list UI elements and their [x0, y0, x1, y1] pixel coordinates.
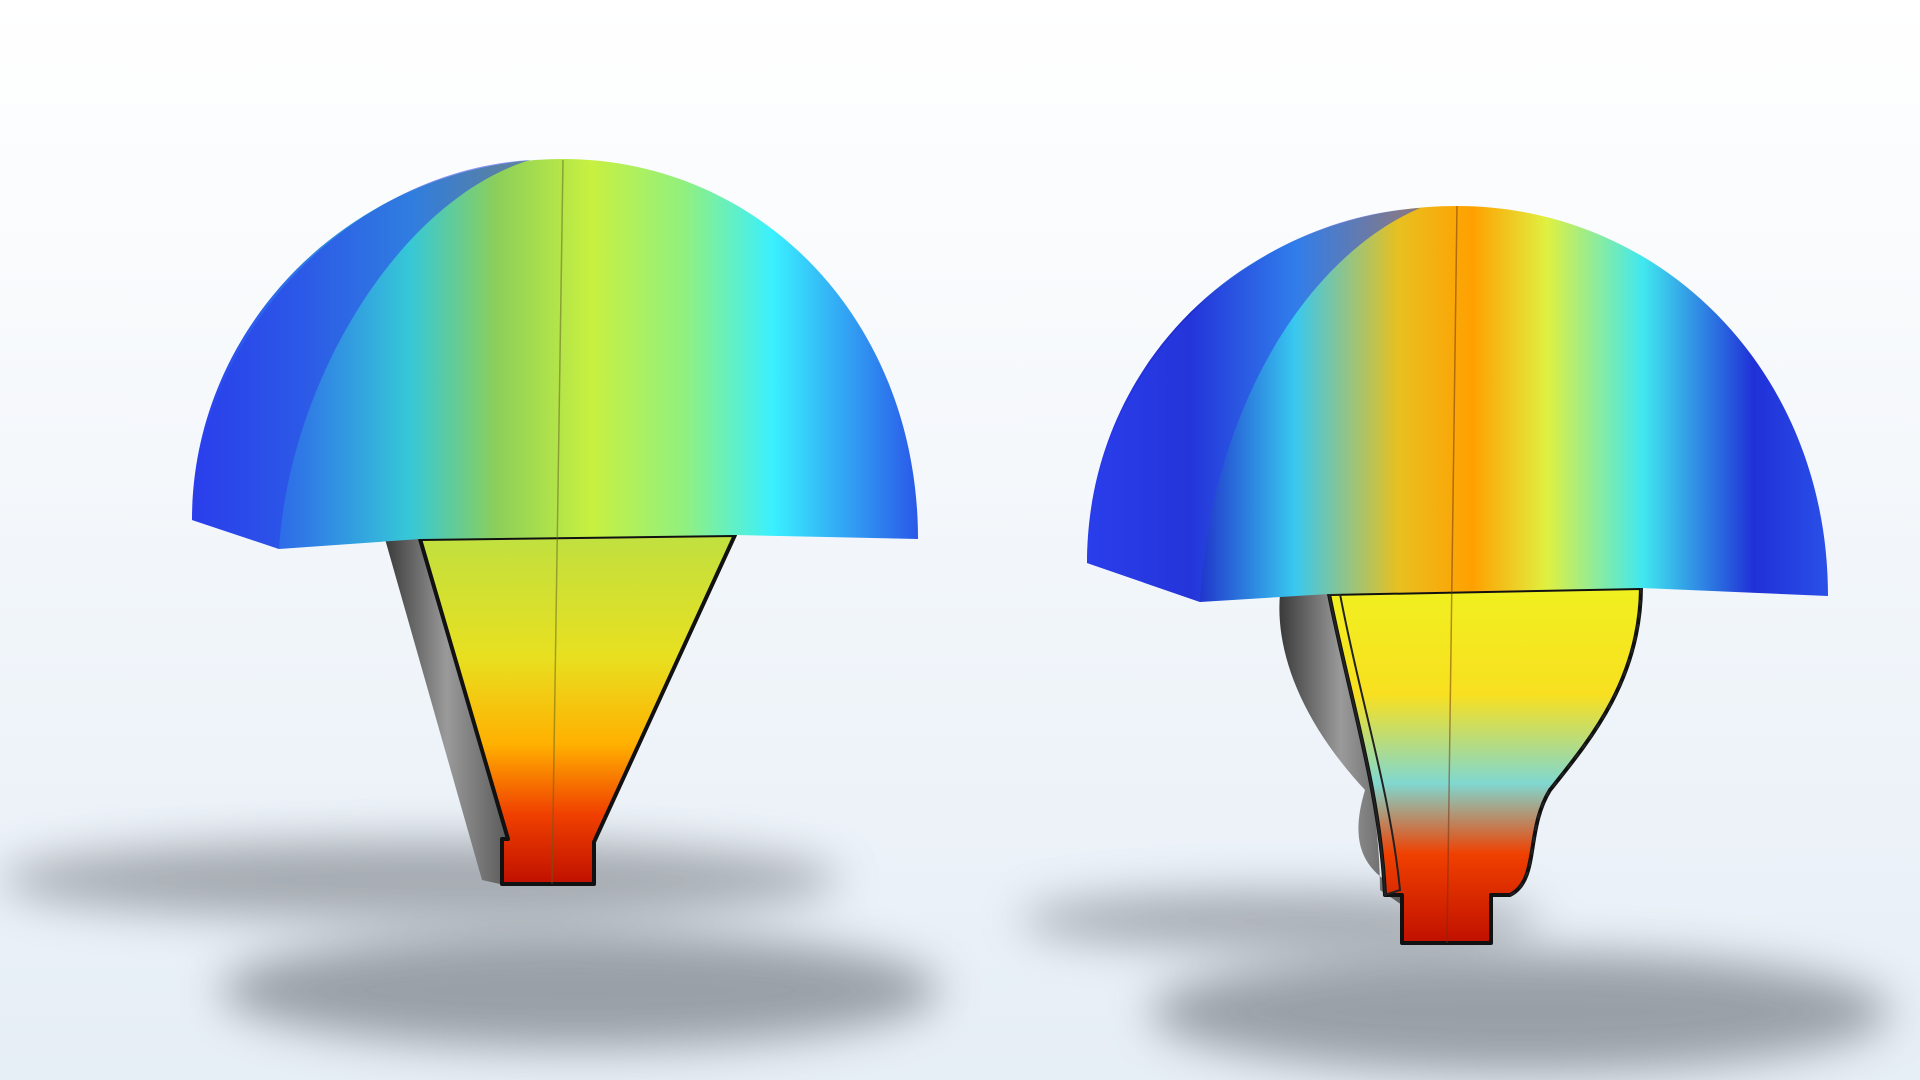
left-horn-dome-edge: [192, 160, 530, 549]
right-horn-dome-edge: [1087, 208, 1420, 602]
left-horn-shadow-upper: [0, 840, 840, 920]
left-horn[interactable]: [192, 159, 918, 886]
right-horn-shadow: [1150, 952, 1890, 1072]
right-horn-body-back: [1279, 594, 1402, 905]
left-horn-cone-back: [385, 539, 508, 884]
left-horn-symmetry-seam: [551, 159, 564, 885]
shadows: [0, 840, 1890, 1072]
left-horn-cone: [418, 533, 737, 886]
right-horn-symmetry-seam: [1446, 205, 1458, 944]
right-horn-hatched-wall-left: [1327, 593, 1402, 897]
left-horn-shadow: [220, 932, 940, 1048]
right-horn[interactable]: [1087, 205, 1828, 945]
